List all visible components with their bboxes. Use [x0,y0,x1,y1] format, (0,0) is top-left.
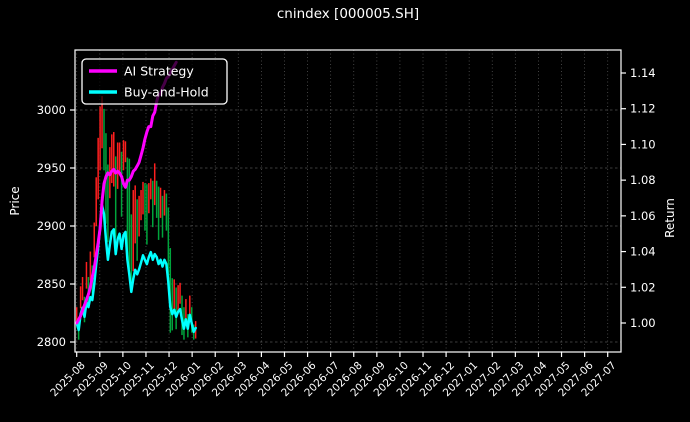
candlestick-series [75,96,197,340]
chart-title: cnindex [000005.SH] [276,6,420,22]
return-tick-label: 1.14 [630,66,656,80]
legend-label: AI Strategy [124,64,194,79]
price-tick-label: 3000 [37,103,66,117]
return-tick-label: 1.10 [630,137,656,151]
price-tick-label: 2800 [37,335,66,349]
return-tick-label: 1.12 [630,102,656,116]
return-tick-label: 1.02 [630,280,656,294]
return-tick-label: 1.06 [630,209,656,223]
legend-label: Buy-and-Hold [124,85,209,100]
plot-border [74,49,622,353]
legend-box [81,58,228,105]
return-tick-label: 1.08 [630,173,656,187]
price-tick-label: 2850 [37,277,66,291]
price-tick-label: 2950 [37,161,66,175]
price-tick-label: 2900 [37,219,66,233]
return-tick-label: 1.04 [630,245,656,259]
return-tick-label: 1.00 [630,316,656,330]
legend: AI Strategy Buy-and-Hold [81,58,228,105]
